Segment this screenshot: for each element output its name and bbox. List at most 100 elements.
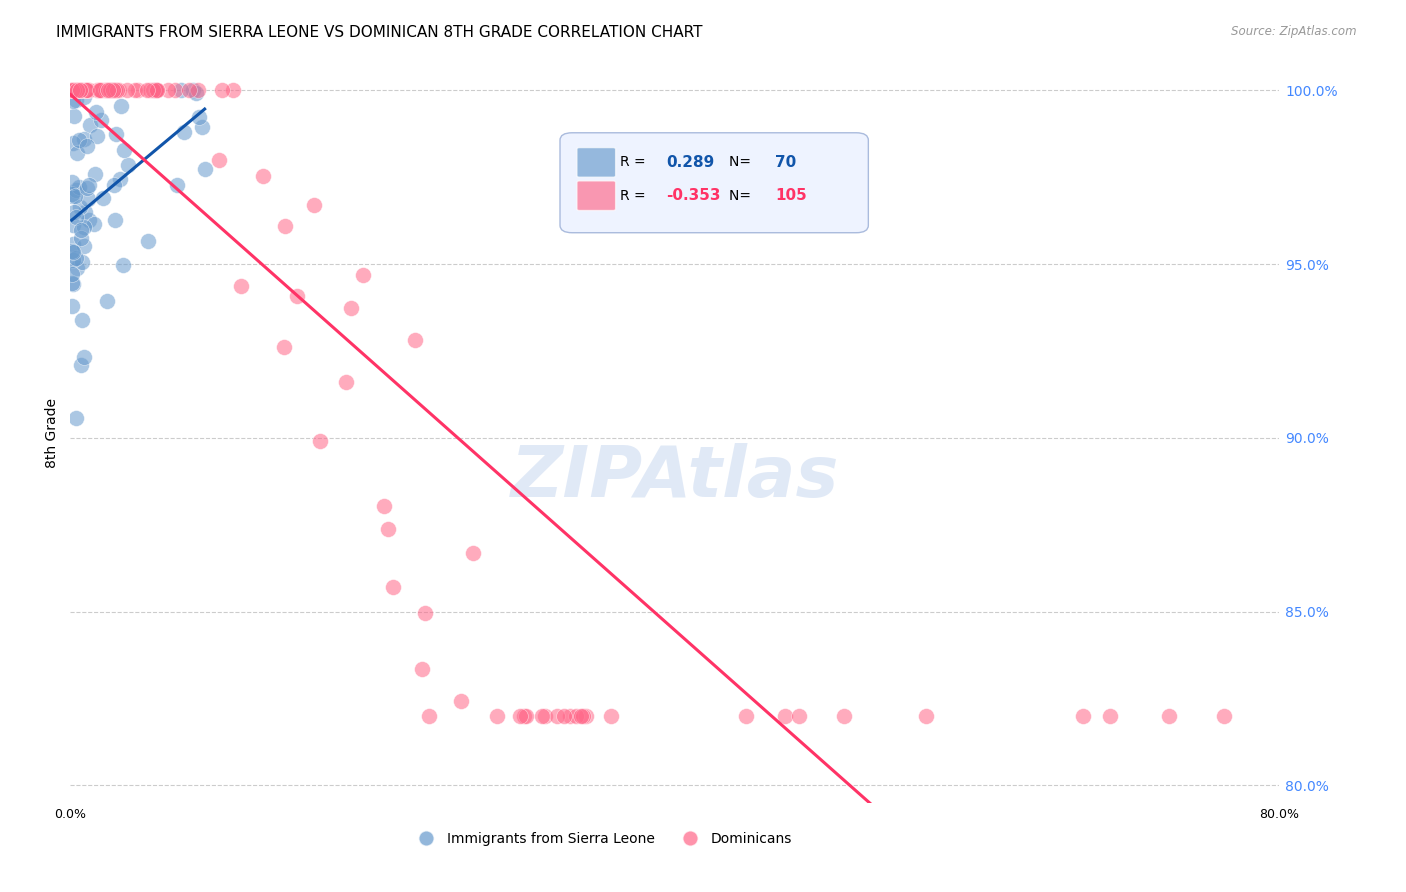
Point [340, 301, 363, 315]
Point [105, 83, 128, 97]
Point [136, 234, 159, 248]
Point [302, 198, 325, 212]
Point [73, 239, 96, 253]
Point [104, 212, 127, 227]
Point [117, 158, 139, 172]
Point [73, 131, 96, 145]
Point [63, 83, 86, 97]
Point [96, 294, 118, 309]
Point [787, 709, 810, 723]
Point [69, 83, 91, 97]
Point [187, 110, 209, 124]
Point [163, 83, 186, 97]
Point [62, 83, 84, 97]
Point [60, 186, 83, 201]
Point [90, 113, 112, 128]
Point [65, 83, 87, 97]
Point [97, 83, 120, 97]
Point [76, 180, 98, 194]
Point [91, 191, 114, 205]
Point [62, 236, 84, 251]
Point [73, 205, 96, 219]
Point [1213, 709, 1236, 723]
Point [69, 83, 91, 97]
Point [187, 83, 209, 97]
Text: IMMIGRANTS FROM SIERRA LEONE VS DOMINICAN 8TH GRADE CORRELATION CHART: IMMIGRANTS FROM SIERRA LEONE VS DOMINICA… [56, 25, 703, 40]
Point [110, 99, 132, 113]
Point [60, 83, 83, 97]
Point [66, 83, 89, 97]
Point [352, 268, 374, 282]
Point [73, 350, 96, 364]
Point [211, 83, 233, 97]
Point [75, 83, 97, 97]
Point [143, 83, 166, 97]
Point [93, 83, 115, 97]
Point [600, 709, 623, 723]
Point [117, 83, 139, 97]
Point [66, 83, 89, 97]
Point [83, 217, 105, 231]
Point [569, 709, 592, 723]
Point [382, 580, 405, 594]
Point [558, 709, 581, 723]
Point [62, 252, 84, 267]
Point [76, 83, 98, 97]
Point [70, 358, 93, 372]
Text: Source: ZipAtlas.com: Source: ZipAtlas.com [1232, 25, 1357, 38]
Point [273, 340, 295, 354]
Point [60, 175, 83, 189]
Point [77, 212, 100, 227]
Point [832, 709, 855, 723]
Point [103, 178, 125, 192]
Point [76, 139, 98, 153]
Point [104, 83, 127, 97]
Point [79, 119, 101, 133]
Point [181, 83, 204, 97]
Point [108, 172, 131, 186]
Point [63, 83, 86, 97]
Point [97, 83, 120, 97]
Point [142, 83, 165, 97]
Text: N=: N= [730, 189, 755, 202]
Point [62, 219, 84, 233]
Text: 70: 70 [775, 155, 796, 169]
Point [76, 83, 98, 97]
Point [138, 83, 160, 97]
Point [170, 83, 193, 97]
Point [60, 83, 83, 97]
Point [77, 178, 100, 193]
Point [413, 606, 436, 620]
Point [1159, 709, 1181, 723]
Text: R =: R = [620, 189, 651, 202]
Legend: Immigrants from Sierra Leone, Dominicans: Immigrants from Sierra Leone, Dominicans [406, 826, 797, 851]
Point [60, 276, 83, 290]
Point [87, 83, 110, 97]
Point [66, 83, 89, 97]
Point [97, 83, 120, 97]
Point [63, 188, 86, 202]
Point [531, 709, 554, 723]
Point [67, 83, 90, 97]
FancyBboxPatch shape [576, 147, 616, 178]
Point [66, 260, 89, 275]
Point [411, 662, 433, 676]
Point [553, 709, 575, 723]
Point [72, 313, 94, 327]
Point [461, 546, 484, 560]
Point [75, 83, 97, 97]
Point [65, 93, 87, 107]
Point [208, 153, 231, 168]
Point [73, 83, 96, 97]
Point [60, 189, 83, 203]
Point [101, 83, 124, 97]
Point [94, 83, 117, 97]
Point [98, 83, 121, 97]
Point [70, 223, 93, 237]
Point [485, 709, 508, 723]
Point [67, 133, 90, 147]
Point [229, 279, 252, 293]
Point [177, 83, 200, 97]
Point [69, 201, 91, 215]
Point [571, 709, 593, 723]
